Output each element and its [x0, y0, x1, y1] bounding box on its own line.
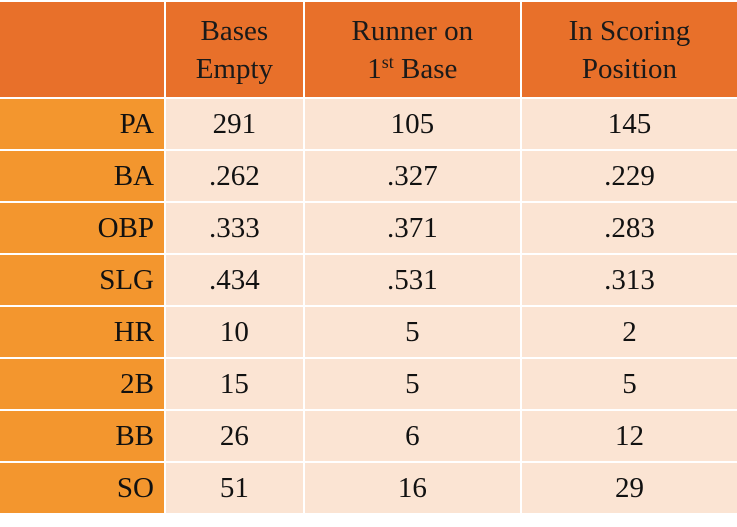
cell: 5: [304, 359, 520, 409]
row-label: PA: [0, 99, 164, 149]
cell: 15: [166, 359, 303, 409]
header-line: Empty: [195, 52, 274, 85]
header-text: Base: [401, 52, 458, 85]
cell: 145: [521, 99, 737, 149]
cell: 10: [166, 307, 303, 357]
table-row: SLG .434.531.313: [0, 255, 737, 305]
cell: .313: [521, 255, 737, 305]
header-text: 1: [367, 52, 382, 85]
row-label: SO: [0, 463, 164, 513]
row-label: BB: [0, 411, 164, 461]
cell: .283: [521, 203, 737, 253]
cell: .327: [304, 151, 520, 201]
cell: .262: [166, 151, 303, 201]
cell: .531: [304, 255, 520, 305]
table-row: BA .262.327.229: [0, 151, 737, 201]
table-row: PA 291 105 145: [0, 99, 737, 149]
table-body: PA 291 105 145 BA .262.327.229 OBP .333.371.283…: [0, 99, 737, 513]
cell: .229: [521, 151, 737, 201]
column-header: Bases Empty: [166, 2, 303, 97]
row-label: 2B: [0, 359, 164, 409]
row-label: SLG: [0, 255, 164, 305]
header-line: 1st Base: [305, 50, 520, 88]
table-row: BB 26 6 12: [0, 411, 737, 461]
table-row: HR 10 5 2: [0, 307, 737, 357]
cell: 26: [166, 411, 303, 461]
table-row: 2B 15 5 5: [0, 359, 737, 409]
cell: 51: [166, 463, 303, 513]
cell: 6: [304, 411, 520, 461]
table-row: OBP .333.371.283: [0, 203, 737, 253]
stats-table: Bases Empty Runner on 1st Base In Scorin…: [0, 2, 737, 513]
header-line: Bases: [200, 14, 269, 47]
cell: 12: [521, 411, 737, 461]
superscript: st: [381, 51, 394, 72]
corner-cell: [0, 2, 164, 97]
column-header: In Scoring Position: [521, 2, 737, 97]
cell: 291: [166, 99, 303, 149]
cell: 5: [521, 359, 737, 409]
row-label: OBP: [0, 203, 164, 253]
header-line: Position: [581, 52, 677, 85]
cell: 2: [521, 307, 737, 357]
cell: .434: [166, 255, 303, 305]
header-line: Runner on: [351, 14, 474, 47]
cell: 5: [304, 307, 520, 357]
header-line: In Scoring: [568, 14, 691, 47]
cell: 29: [521, 463, 737, 513]
cell: 105: [304, 99, 520, 149]
cell: .333: [166, 203, 303, 253]
table-row: SO 51 16 29: [0, 463, 737, 513]
cell: .371: [304, 203, 520, 253]
column-header: Runner on 1st Base: [304, 2, 520, 97]
row-label: HR: [0, 307, 164, 357]
cell: 16: [304, 463, 520, 513]
header-row: Bases Empty Runner on 1st Base In Scorin…: [0, 2, 737, 97]
row-label: BA: [0, 151, 164, 201]
